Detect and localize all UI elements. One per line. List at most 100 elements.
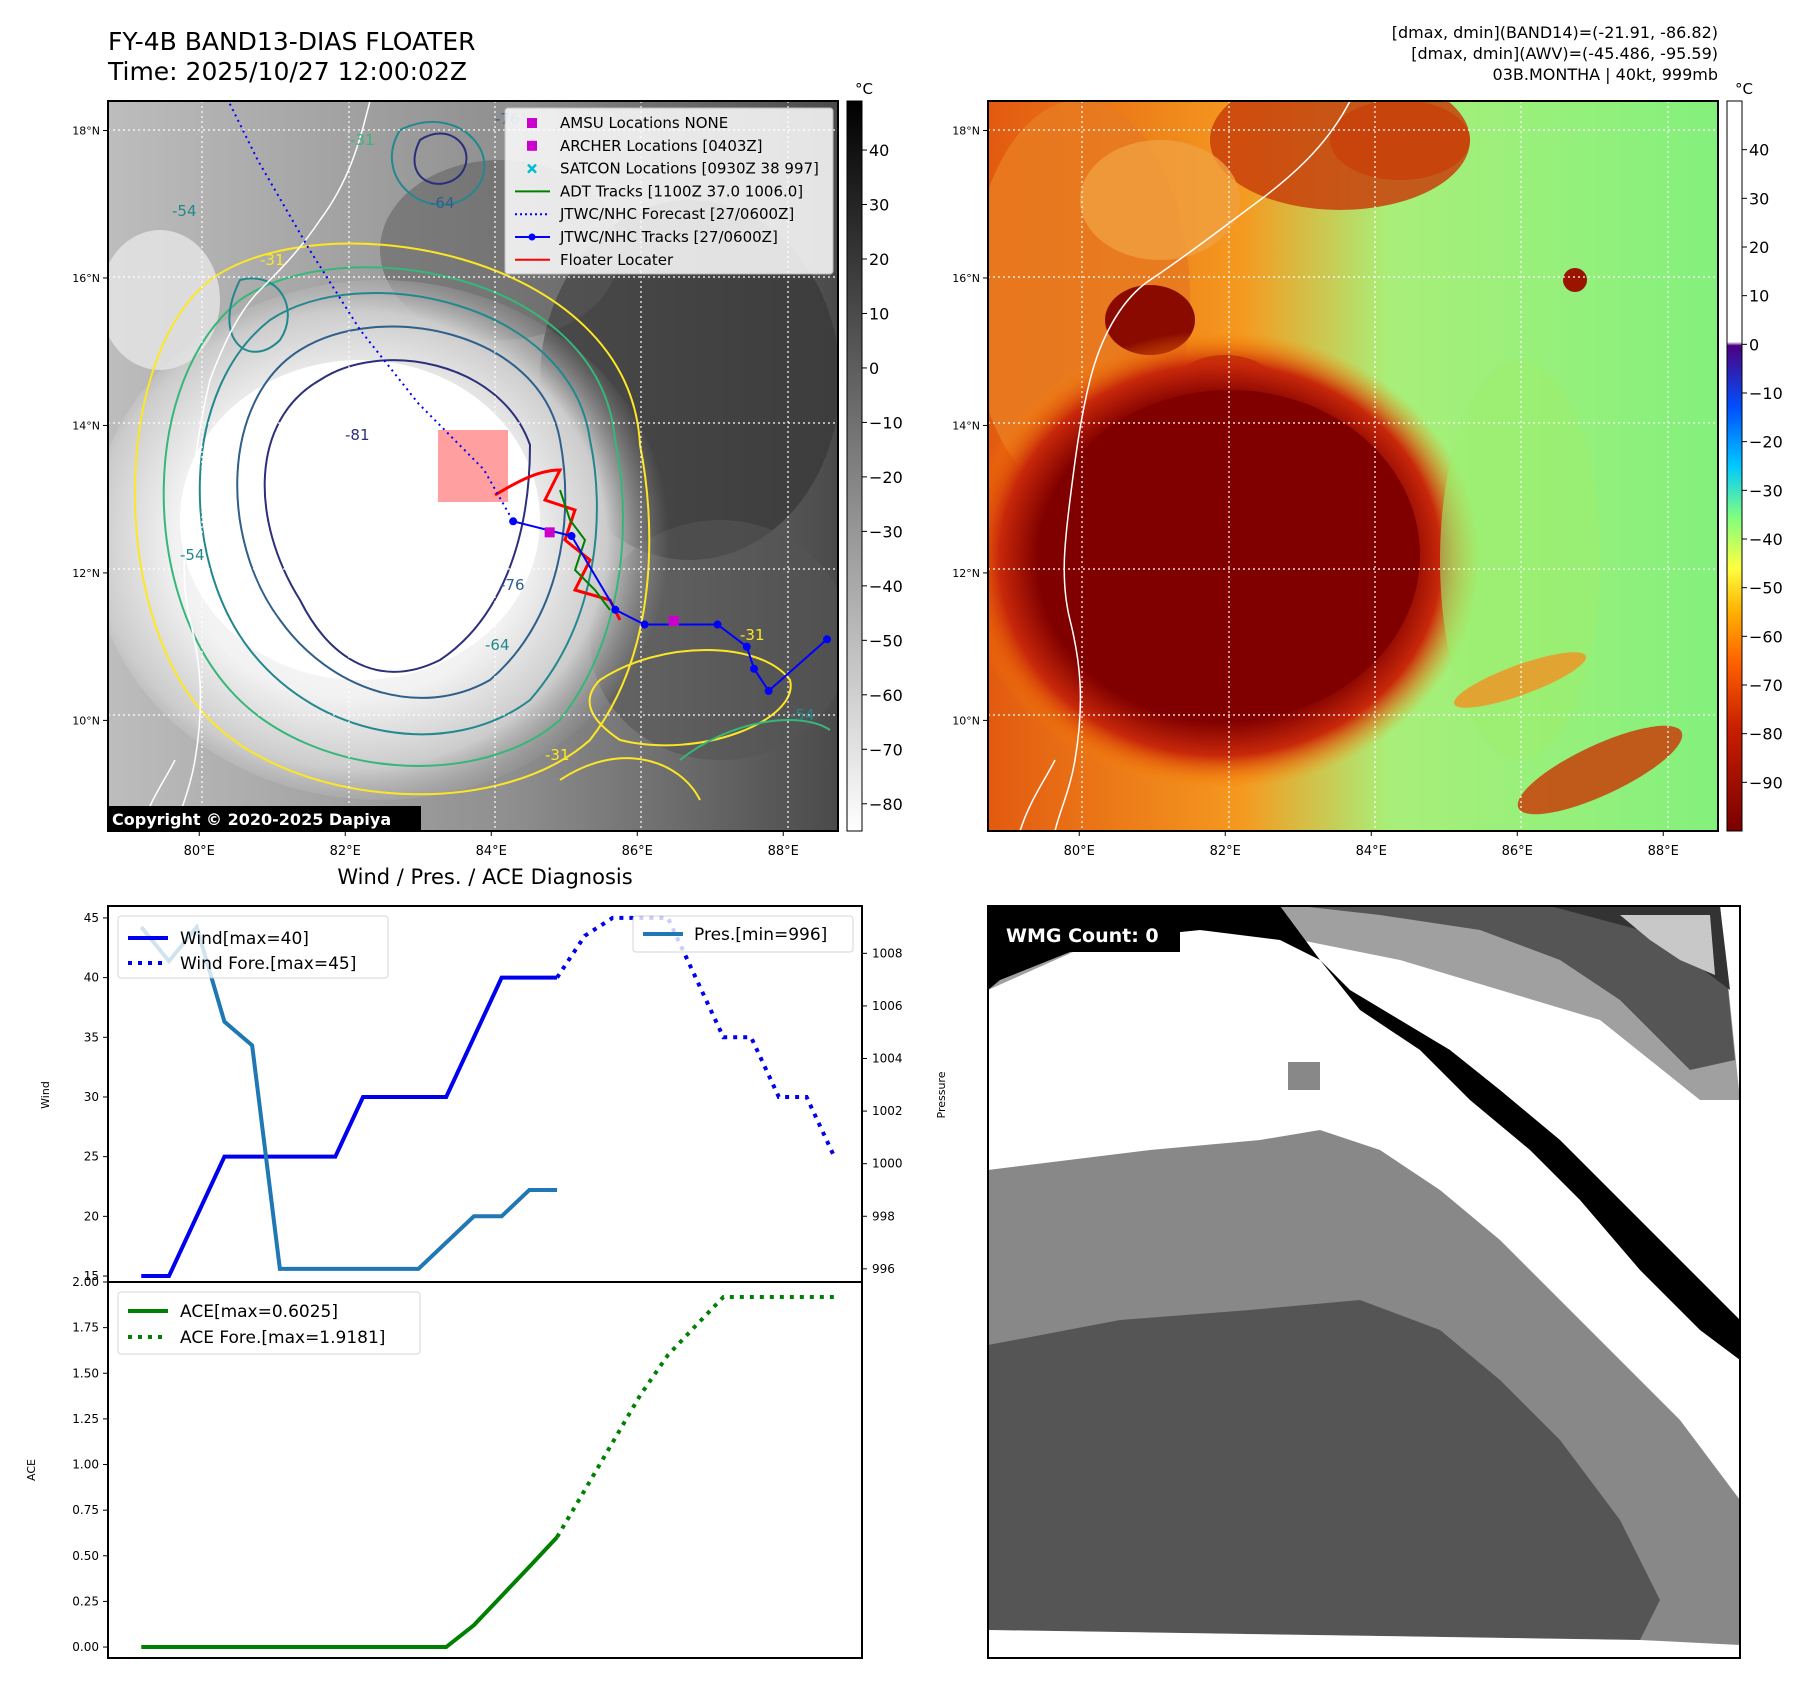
- ace-ylabel: ACE: [25, 1459, 38, 1481]
- colorbar-tick: −20: [869, 468, 903, 487]
- legend-label: AMSU Locations NONE: [560, 114, 728, 132]
- colorbar-tick: −60: [869, 686, 903, 705]
- lat-tick: 14°N: [952, 419, 980, 432]
- legend-label: Wind[max=40]: [180, 929, 309, 949]
- pressure-ylabel: Pressure: [935, 1071, 948, 1118]
- wind-legend: Wind[max=40] Wind Fore.[max=45]: [117, 915, 389, 979]
- legend-label: Wind Fore.[max=45]: [180, 954, 356, 974]
- adt-track: [559, 489, 611, 611]
- legend-label: Pres.[min=996]: [694, 925, 827, 945]
- pressure-ytick: 1004: [872, 1052, 903, 1066]
- figure-title: FY-4B BAND13-DIAS FLOATER: [108, 27, 476, 56]
- series-line: [141, 975, 558, 1279]
- ir-map-frame: [107, 100, 839, 832]
- wind-ytick: 30: [84, 1090, 99, 1104]
- lon-tick: 88°E: [1648, 844, 1679, 859]
- colorbar-tick: −80: [1749, 725, 1783, 744]
- wind-pressure-chart: 15 20 25 30 35 40 45 996 998 1000 1002 1004 1006 1008…: [84, 911, 903, 1283]
- pressure-ytick: 996: [872, 1262, 895, 1276]
- legend-label: ACE[max=0.6025]: [180, 1302, 338, 1322]
- wv-colorbar: °C 40 30 20 10 0 −10 −20 −30 −40 −50 −60 −70 −80 −90: [1726, 80, 1783, 832]
- track-point: [750, 664, 759, 673]
- contour-label: -54: [790, 706, 815, 724]
- ace-ytick: 1.50: [72, 1366, 99, 1380]
- ace-ytick: 0.00: [72, 1640, 99, 1654]
- track-point: [764, 686, 773, 695]
- colorbar-tick: −10: [1749, 384, 1783, 403]
- colorbar-tick: 0: [1749, 335, 1759, 354]
- colorbar-tick: 10: [869, 304, 889, 323]
- track-point: [823, 635, 832, 644]
- ace-ytick: 0.50: [72, 1549, 99, 1563]
- lon-tick: 86°E: [622, 844, 653, 859]
- archer-location: [668, 615, 679, 626]
- lon-tick: 88°E: [768, 844, 799, 859]
- ace-ytick: 0.25: [72, 1594, 99, 1608]
- legend-entry: JTWC/NHC Tracks [27/0600Z]: [515, 228, 778, 246]
- colorbar-tick: −10: [869, 413, 903, 432]
- series-line: [141, 1535, 559, 1650]
- colorbar-tick: 40: [869, 141, 889, 160]
- colorbar-tick: 20: [1749, 238, 1769, 257]
- legend-entry: AMSU Locations NONE: [527, 114, 728, 132]
- legend-label: ADT Tracks [1100Z 37.0 1006.0]: [560, 182, 803, 200]
- lon-tick: 84°E: [476, 844, 507, 859]
- ir-contours: [134, 120, 831, 801]
- colorbar-tick: −30: [869, 522, 903, 541]
- contour-label: -31: [260, 251, 285, 269]
- colorbar-tick: −40: [1749, 530, 1783, 549]
- contour-label: -31: [740, 626, 765, 644]
- archer-location: [544, 527, 555, 538]
- wmg-label-box: [993, 918, 1180, 952]
- contour-label: -54: [172, 202, 197, 220]
- contour-label: -81: [345, 426, 370, 444]
- contour-label: -64: [485, 636, 510, 654]
- lat-tick-labels: 18°N 16°N 14°N 12°N 10°N: [72, 124, 108, 727]
- track-point: [509, 517, 518, 526]
- legend-label: SATCON Locations [0930Z 38 997]: [560, 160, 819, 178]
- lat-tick: 10°N: [952, 714, 980, 727]
- pressure-ytick: 1002: [872, 1104, 903, 1118]
- wv-coastline: [1019, 101, 1351, 831]
- series-line: [555, 915, 837, 1158]
- info-storm: 03B.MONTHA | 40kt, 999mb: [1493, 65, 1718, 84]
- figure-time: Time: 2025/10/27 12:00:02Z: [107, 57, 467, 86]
- lon-tick: 80°E: [1064, 844, 1095, 859]
- wind-ytick: 45: [84, 911, 99, 925]
- lat-tick: 18°N: [952, 124, 980, 137]
- contour-label: -64: [430, 194, 455, 212]
- track-overlay: [227, 101, 832, 695]
- legend-label: JTWC/NHC Forecast [27/0600Z]: [559, 205, 794, 223]
- colorbar-tick: −70: [1749, 676, 1783, 695]
- lat-tick: 10°N: [72, 714, 100, 727]
- legend-label: JTWC/NHC Tracks [27/0600Z]: [559, 228, 778, 246]
- wmg-imagery: [988, 906, 1740, 1658]
- wind-ytick: 25: [84, 1150, 99, 1164]
- legend-label: Floater Locater: [560, 251, 674, 269]
- lat-tick: 18°N: [72, 124, 100, 137]
- wind-ytick: 15: [84, 1269, 99, 1283]
- wind-ytick: 20: [84, 1209, 99, 1223]
- legend-entry: ADT Tracks [1100Z 37.0 1006.0]: [515, 182, 803, 200]
- lat-tick: 16°N: [72, 272, 100, 285]
- track-point: [611, 605, 620, 614]
- contour-label: -76: [500, 576, 525, 594]
- wv-map-panel: 18°N 16°N 14°N 12°N 10°N 80°E 82°E 84°E 86°E 88°…: [952, 100, 1719, 859]
- lat-tick: 12°N: [72, 567, 100, 580]
- contour-label: -31: [350, 131, 375, 149]
- track-point: [742, 642, 751, 651]
- wv-map-frame: [987, 100, 1719, 832]
- ace-ytick: 2.00: [72, 1275, 99, 1289]
- pressure-ytick: 1008: [872, 946, 903, 960]
- contour-label: -54: [180, 546, 205, 564]
- pressure-legend: Pres.[min=996]: [632, 915, 854, 953]
- lat-tick: 16°N: [952, 272, 980, 285]
- colorbar-tick: 0: [869, 359, 879, 378]
- ace-ytick: 1.00: [72, 1458, 99, 1472]
- colorbar-tick: −50: [869, 631, 903, 650]
- colorbar-tick: −70: [869, 740, 903, 759]
- lon-tick: 82°E: [330, 844, 361, 859]
- map-legend: AMSU Locations NONE ARCHER Locations [040…: [504, 107, 834, 275]
- lon-tick-labels: 80°E 82°E 84°E 86°E 88°E: [1064, 831, 1679, 859]
- wmg-count-label: WMG Count: 0: [1006, 925, 1159, 947]
